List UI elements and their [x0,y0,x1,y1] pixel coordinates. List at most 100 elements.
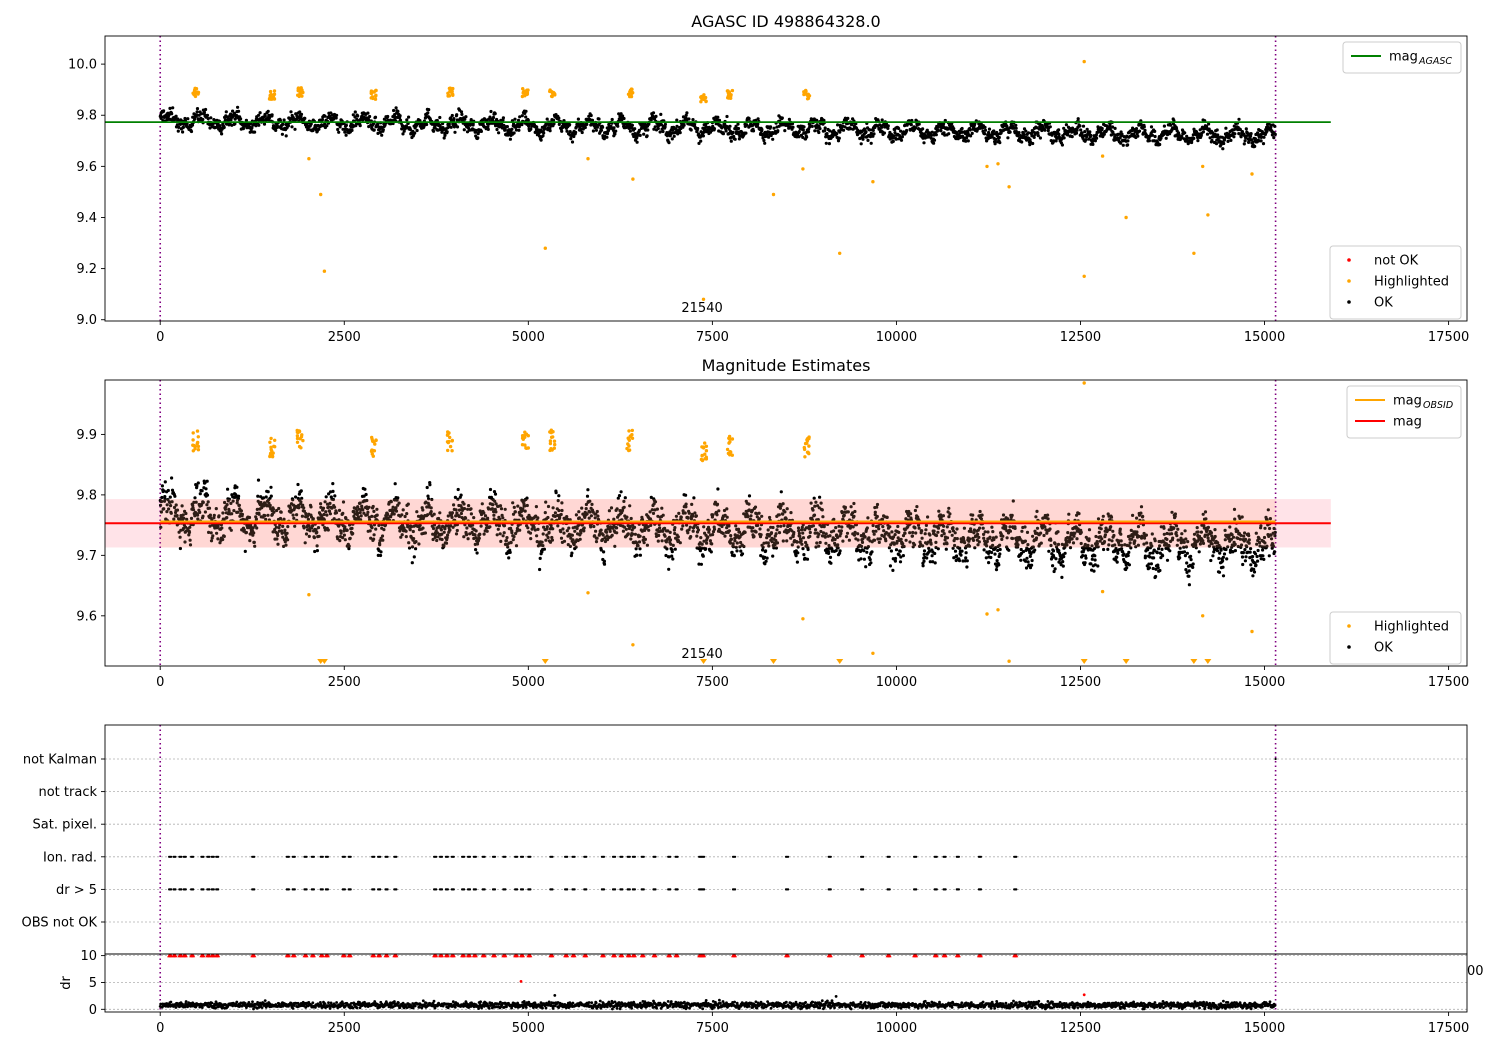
agasc-ok-point [443,133,447,137]
agasc-highlighted-point [374,93,378,98]
agasc-ok-point [736,126,741,131]
agasc-ok-point [762,138,766,143]
estimates-ok-point [266,490,270,494]
agasc-ok-point [181,130,185,134]
agasc-ok-point [635,140,639,144]
estimates-ok-point [456,487,460,492]
agasc-ok-point [323,114,327,118]
agasc-ok-point [922,141,926,145]
agasc-highlighted-point [447,86,452,91]
agasc-highlighted-point [192,89,197,93]
agasc-ok-point [747,117,751,121]
agasc-ok-point [1017,131,1021,135]
agasc-ok-point [897,126,901,131]
agasc-ok-point [463,117,467,121]
agasc-ok-point [541,134,545,138]
agasc-highlighted-point [985,164,989,169]
agasc-ok-point [934,133,938,137]
estimates-ok-point [379,553,383,558]
agasc-ok-point [1091,142,1095,146]
agasc-ok-point [1074,131,1079,135]
estimates-ok-point [333,494,337,498]
agasc-ok-point [763,141,767,145]
agasc-ok-point [501,116,505,120]
agasc-ok-point [372,128,376,132]
estimates-ok-point [869,561,873,565]
agasc-ok-point [568,130,572,134]
agasc-ok-point [1014,126,1018,130]
estimates-ok-point [585,494,590,498]
agasc-highlighted-point [446,94,450,98]
agasc-ok-point [162,109,166,113]
estimates-ok-point [901,554,906,558]
agasc-ok-point [823,126,827,130]
estimates-ok-point [638,553,643,557]
agasc-ok-point [628,129,633,133]
agasc-ok-point [338,125,342,129]
agasc-ok-point [177,125,181,129]
agasc-ok-point [882,131,887,135]
agasc-ok-point [491,115,496,120]
agasc-ok-point [815,118,819,122]
agasc-ok-point [667,141,671,145]
agasc-highlighted-point [196,92,200,96]
agasc-ok-point [222,125,226,129]
agasc-ok-point [613,132,617,136]
agasc-ok-point [495,127,499,132]
agasc-ok-point [557,122,561,126]
agasc-highlighted-point [296,86,301,90]
agasc-ok-point [585,122,589,126]
agasc-ok-point [1060,143,1064,147]
agasc-highlighted-point [272,89,277,93]
agasc-ok-point [1249,132,1253,136]
estimates-ok-point [889,549,894,553]
agasc-ok-point [583,125,587,130]
agasc-highlighted-point [699,100,703,104]
agasc-ok-point [350,128,354,132]
agasc-highlighted-point [1201,164,1205,169]
estimates-ok-point [747,494,752,498]
estimates-ok-point [243,549,247,554]
agasc-ok-point [241,127,245,131]
agasc-ok-point [597,117,601,121]
agasc-ok-point [1237,132,1241,136]
agasc-ok-point [394,106,398,110]
estimates-ok-point [363,487,367,491]
agasc-highlighted-point [524,91,529,96]
estimates-ok-point [170,476,174,480]
agasc-ok-point [654,114,658,118]
agasc-highlighted-point [725,89,730,93]
agasc-ok-point [744,131,748,135]
agasc-ok-point [229,112,233,116]
agasc-ok-point [520,114,524,118]
estimates-ok-point [709,550,713,554]
agasc-ok-point [1259,139,1263,143]
estimates-ok-point [425,485,429,490]
estimates-ok-point [414,547,418,551]
agasc-ok-point [717,118,722,122]
agasc-ok-point [344,123,348,127]
agasc-highlighted-point [301,90,305,95]
agasc-ok-point [353,115,357,119]
agasc-ok-point [801,128,805,132]
agasc-ok-point [605,135,609,139]
estimates-ok-point [673,547,677,551]
agasc-highlighted-point [700,94,704,99]
estimates-ok-point [893,556,898,561]
agasc-ok-point [622,116,626,121]
agasc-ok-point [682,123,686,127]
estimates-ok-point [331,482,335,486]
estimates-ok-point [617,494,622,498]
agasc-ok-point [1076,117,1080,121]
agasc-ok-point [614,129,618,133]
estimates-ok-point [299,489,303,493]
estimates-ok-point [586,488,590,492]
agasc-ok-point [1244,127,1248,131]
agasc-ok-point [772,126,776,130]
estimates-ok-point [796,551,800,555]
estimates-ok-point [331,489,335,493]
agasc-highlighted-point [702,97,706,102]
agasc-highlighted-point [307,157,311,161]
agasc-ok-point [231,109,235,113]
estimates-ok-point [237,494,241,498]
